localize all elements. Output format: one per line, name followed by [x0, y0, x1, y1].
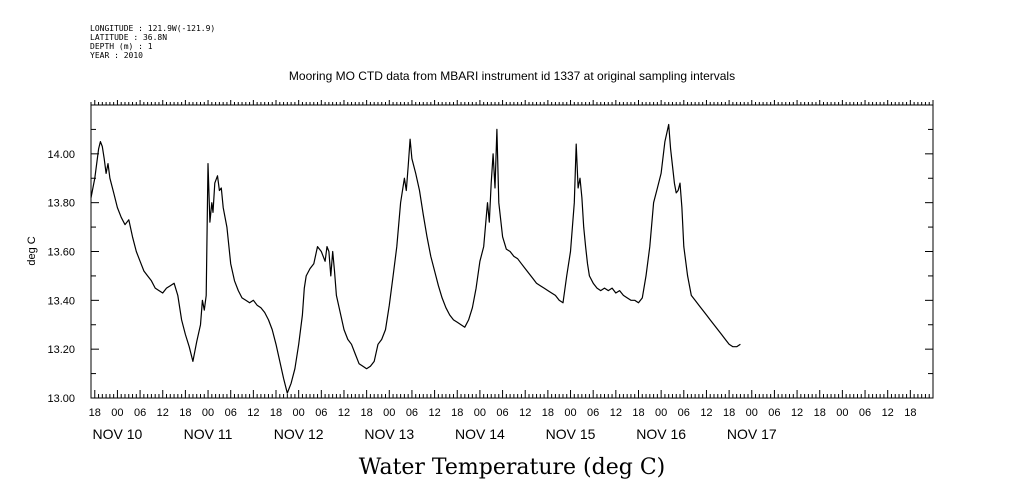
x-tick-label: 18 — [542, 407, 554, 419]
x-tick-label: 06 — [587, 407, 599, 419]
x-tick-label: 06 — [134, 407, 146, 419]
plot-frame — [90, 104, 934, 399]
x-tick-label: 00 — [655, 407, 667, 419]
y-tick-label: 13.80 — [47, 198, 75, 210]
x-tick-label: 18 — [270, 407, 282, 419]
temperature-series-line — [90, 123, 741, 394]
x-tick-label: 06 — [225, 407, 237, 419]
x-day-label: NOV 10 — [93, 426, 143, 442]
x-tick-label: 06 — [496, 407, 508, 419]
x-day-label: NOV 15 — [546, 426, 596, 442]
y-tick-label: 13.40 — [47, 295, 75, 307]
x-tick-label: 18 — [89, 407, 101, 419]
x-tick-label: 12 — [338, 407, 350, 419]
y-tick-label: 13.60 — [47, 247, 75, 259]
latitude-label: LATITUDE : 36.8N — [90, 33, 167, 42]
x-day-label: NOV 14 — [455, 426, 505, 442]
year-label: YEAR : 2010 — [90, 51, 143, 60]
x-tick-label: 06 — [406, 407, 418, 419]
x-tick-label: 18 — [814, 407, 826, 419]
x-day-label: NOV 17 — [727, 426, 777, 442]
x-tick-label: 12 — [157, 407, 169, 419]
x-tick-label: 00 — [293, 407, 305, 419]
x-tick-label: 18 — [361, 407, 373, 419]
x-tick-label: 18 — [904, 407, 916, 419]
x-tick-label: 18 — [723, 407, 735, 419]
chart-title: Mooring MO CTD data from MBARI instrumen… — [289, 69, 735, 83]
x-tick-label: 12 — [700, 407, 712, 419]
x-tick-label: 00 — [474, 407, 486, 419]
y-tick-label: 13.00 — [47, 393, 75, 405]
x-tick-label: 12 — [882, 407, 894, 419]
longitude-label: LONGITUDE : 121.9W(-121.9) — [90, 24, 215, 33]
x-tick-label: 18 — [632, 407, 644, 419]
x-tick-label: 00 — [111, 407, 123, 419]
x-day-label: NOV 13 — [364, 426, 414, 442]
x-day-label: NOV 12 — [274, 426, 324, 442]
x-tick-label: 12 — [247, 407, 259, 419]
x-tick-label: 00 — [564, 407, 576, 419]
x-tick-label: 00 — [383, 407, 395, 419]
x-day-label: NOV 11 — [184, 426, 233, 442]
y-tick-label: 14.00 — [47, 149, 75, 161]
x-tick-label: 12 — [428, 407, 440, 419]
x-tick-label: 12 — [610, 407, 622, 419]
y-axis-label: deg C — [26, 236, 38, 265]
x-tick-label: 18 — [179, 407, 191, 419]
x-tick-label: 00 — [746, 407, 758, 419]
x-tick-label: 00 — [836, 407, 848, 419]
x-axis-label: Water Temperature (deg C) — [359, 455, 666, 480]
x-tick-label: 12 — [791, 407, 803, 419]
depth-label: DEPTH (m) : 1 — [90, 42, 153, 51]
y-tick-label: 13.20 — [47, 344, 75, 356]
x-day-label: NOV 16 — [636, 426, 686, 442]
x-tick-label: 18 — [451, 407, 463, 419]
x-tick-label: 12 — [519, 407, 531, 419]
x-tick-label: 06 — [678, 407, 690, 419]
x-tick-label: 06 — [859, 407, 871, 419]
x-tick-label: 00 — [202, 407, 214, 419]
x-tick-label: 06 — [315, 407, 327, 419]
x-tick-label: 06 — [768, 407, 780, 419]
